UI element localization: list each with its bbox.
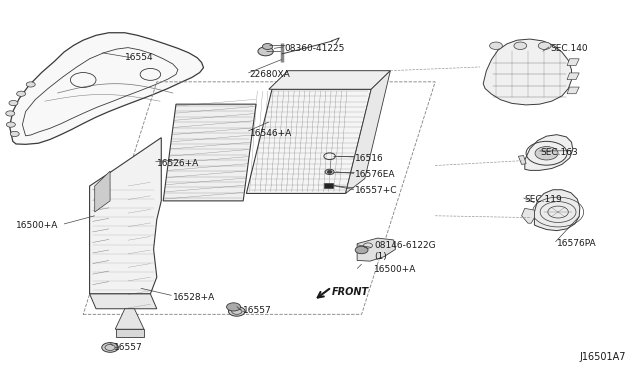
Text: 22680XA: 22680XA	[250, 70, 291, 79]
Text: 16516: 16516	[355, 154, 384, 163]
Polygon shape	[357, 238, 396, 261]
Polygon shape	[116, 329, 144, 337]
Polygon shape	[483, 39, 572, 105]
Polygon shape	[90, 294, 157, 309]
Text: 16557: 16557	[243, 306, 272, 315]
Polygon shape	[518, 155, 526, 164]
Polygon shape	[269, 71, 390, 89]
Polygon shape	[567, 73, 579, 80]
Text: 08360-41225: 08360-41225	[285, 44, 345, 53]
Text: 16576EA: 16576EA	[355, 170, 396, 179]
Text: SEC.163: SEC.163	[541, 148, 579, 157]
Circle shape	[490, 42, 502, 49]
Text: 16528+A: 16528+A	[173, 293, 215, 302]
Circle shape	[9, 100, 18, 106]
Circle shape	[514, 42, 527, 49]
Polygon shape	[246, 89, 371, 193]
Text: 16500+A: 16500+A	[374, 265, 417, 274]
Text: FRONT: FRONT	[332, 287, 369, 297]
Circle shape	[102, 343, 118, 352]
Circle shape	[17, 91, 26, 96]
Circle shape	[6, 122, 15, 127]
Circle shape	[262, 44, 273, 49]
Polygon shape	[567, 87, 579, 94]
Text: 16576PA: 16576PA	[557, 239, 596, 248]
Polygon shape	[115, 309, 144, 329]
Text: 16500+A: 16500+A	[16, 221, 58, 230]
Text: (1): (1)	[374, 252, 387, 261]
Text: 08146-6122G: 08146-6122G	[374, 241, 436, 250]
Polygon shape	[10, 33, 204, 144]
Text: J16501A7: J16501A7	[579, 352, 626, 362]
Polygon shape	[95, 171, 110, 212]
Polygon shape	[522, 208, 534, 223]
Bar	[324, 183, 333, 188]
Text: SEC.119: SEC.119	[525, 195, 563, 203]
Text: SEC.140: SEC.140	[550, 44, 588, 53]
Circle shape	[258, 47, 273, 56]
Circle shape	[327, 170, 332, 173]
Circle shape	[535, 147, 558, 160]
Circle shape	[228, 307, 245, 316]
Polygon shape	[346, 71, 390, 193]
Text: 16557+C: 16557+C	[355, 186, 397, 195]
Circle shape	[26, 82, 35, 87]
Polygon shape	[534, 190, 580, 231]
Text: 16554: 16554	[125, 53, 154, 62]
Circle shape	[6, 111, 15, 116]
Polygon shape	[163, 104, 256, 201]
Polygon shape	[567, 59, 579, 65]
Text: 16526+A: 16526+A	[157, 159, 199, 168]
Circle shape	[227, 303, 241, 311]
Polygon shape	[525, 135, 573, 170]
Polygon shape	[90, 138, 161, 294]
Text: 16546+A: 16546+A	[250, 129, 292, 138]
Circle shape	[355, 246, 368, 254]
Circle shape	[538, 42, 551, 49]
Circle shape	[10, 131, 19, 137]
Text: 16557: 16557	[114, 343, 143, 352]
